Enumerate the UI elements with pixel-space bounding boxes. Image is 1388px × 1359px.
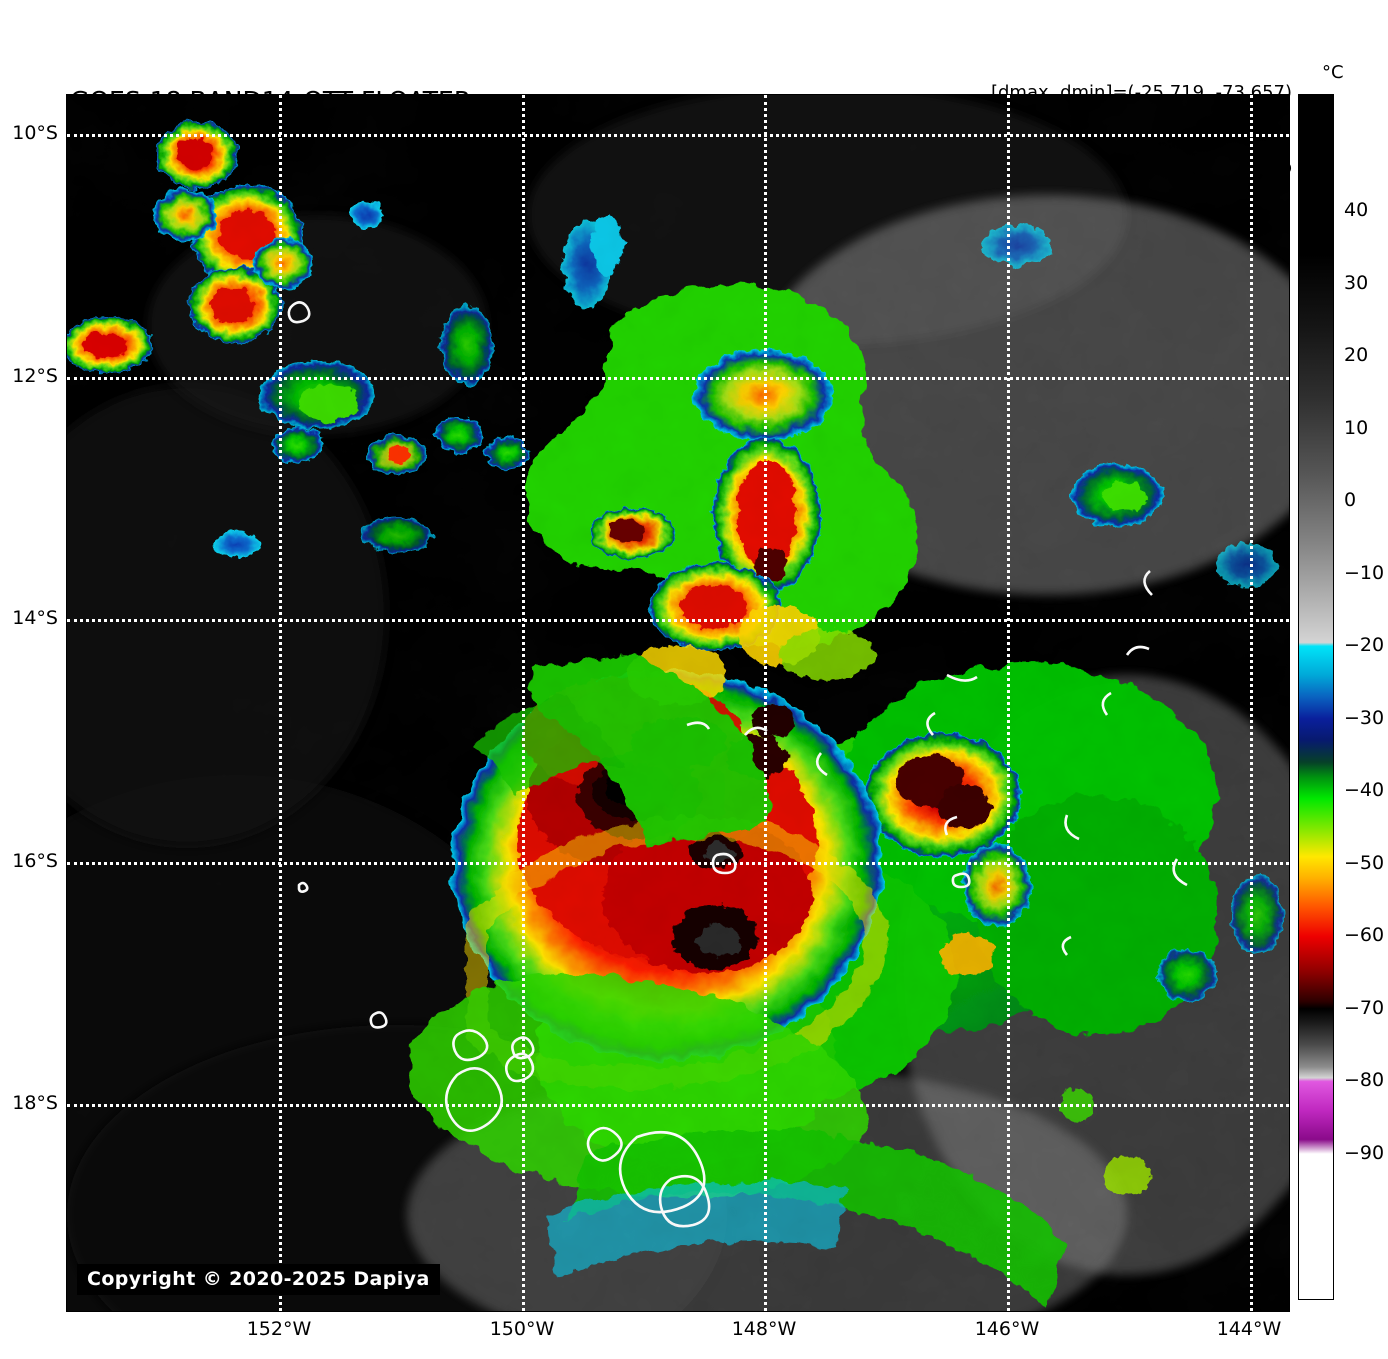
- y-axis-tick-12S: 12°S: [12, 365, 58, 387]
- colorbar-tick-0: 0: [1344, 489, 1357, 512]
- y-axis-tick-18S: 18°S: [12, 1092, 58, 1114]
- copyright-watermark: Copyright © 2020-2025 Dapiya: [77, 1264, 440, 1295]
- colorbar-tick--60: −60: [1344, 924, 1385, 947]
- x-axis-tick-150W: 150°W: [489, 1318, 555, 1340]
- colorbar-unit-label: °C: [1322, 62, 1344, 83]
- colorbar-tick-10: 10: [1344, 416, 1369, 439]
- y-axis-tick-14S: 14°S: [12, 607, 58, 629]
- y-axis-tick-16S: 16°S: [12, 850, 58, 872]
- colorbar-tick--50: −50: [1344, 851, 1385, 874]
- x-axis-tick-144W: 144°W: [1216, 1318, 1282, 1340]
- colorbar-tick--40: −40: [1344, 779, 1385, 802]
- infrared-satellite-raster: [67, 95, 1289, 1311]
- satellite-plot-area[interactable]: Copyright © 2020-2025 Dapiya: [66, 94, 1290, 1312]
- colorbar-tick--20: −20: [1344, 634, 1385, 657]
- colorbar-tick-30: 30: [1344, 271, 1369, 294]
- colorbar-tick--80: −80: [1344, 1069, 1385, 1092]
- x-axis-tick-148W: 148°W: [731, 1318, 797, 1340]
- colorbar-tick-20: 20: [1344, 344, 1369, 367]
- colorbar-tick-40: 40: [1344, 199, 1369, 221]
- colorbar-tick--70: −70: [1344, 996, 1385, 1019]
- colorbar-gradient: [1299, 95, 1333, 1299]
- x-axis-tick-152W: 152°W: [246, 1318, 312, 1340]
- x-axis-tick-146W: 146°W: [974, 1318, 1040, 1340]
- colorbar-tick--30: −30: [1344, 706, 1385, 729]
- colorbar-tick--10: −10: [1344, 561, 1385, 584]
- temperature-colorbar[interactable]: [1298, 94, 1334, 1300]
- colorbar-tick--90: −90: [1344, 1141, 1385, 1164]
- y-axis-tick-10S: 10°S: [12, 122, 58, 144]
